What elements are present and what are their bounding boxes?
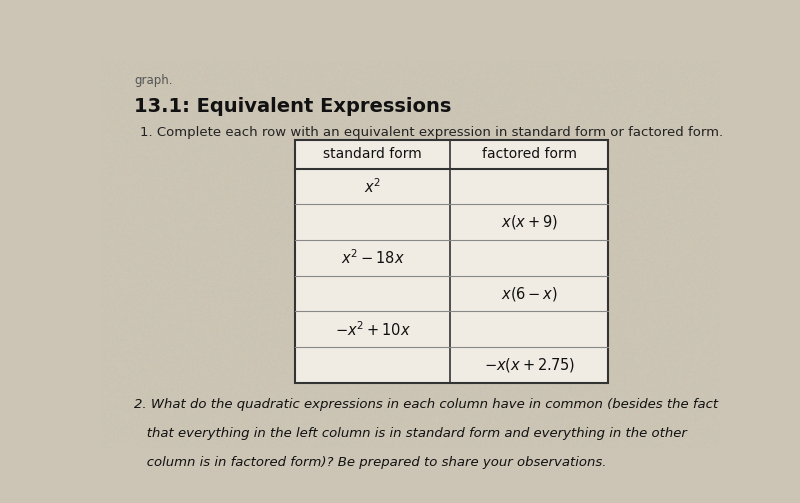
Text: 1. Complete each row with an equivalent expression in standard form or factored : 1. Complete each row with an equivalent … [140, 126, 723, 139]
Text: factored form: factored form [482, 147, 577, 161]
Text: 2. What do the quadratic expressions in each column have in common (besides the : 2. What do the quadratic expressions in … [134, 398, 718, 411]
Text: that everything in the left column is in standard form and everything in the oth: that everything in the left column is in… [134, 427, 687, 440]
Text: column is in factored form)? Be prepared to share your observations.: column is in factored form)? Be prepared… [134, 456, 606, 469]
Text: standard form: standard form [323, 147, 422, 161]
Text: $x(6 - x)$: $x(6 - x)$ [501, 285, 558, 302]
Text: 13.1: Equivalent Expressions: 13.1: Equivalent Expressions [134, 97, 451, 116]
Text: $x(x + 9)$: $x(x + 9)$ [501, 213, 558, 231]
Text: $x^2 - 18x$: $x^2 - 18x$ [341, 248, 405, 267]
Text: $-x(x + 2.75)$: $-x(x + 2.75)$ [484, 356, 575, 374]
Bar [295, 140, 608, 383]
Text: graph.: graph. [134, 74, 173, 87]
Text: $x^2$: $x^2$ [364, 177, 382, 196]
Text: $-x^2 + 10x$: $-x^2 + 10x$ [335, 320, 410, 339]
